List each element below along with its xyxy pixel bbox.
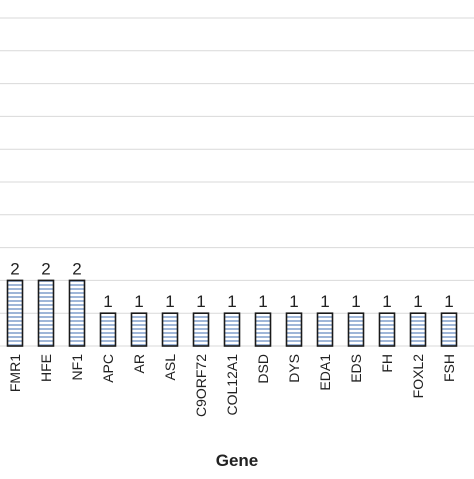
bar-dsd bbox=[254, 312, 272, 347]
tick-label-dys: DYS bbox=[286, 354, 302, 383]
bar-fh bbox=[378, 312, 396, 347]
data-label-ar: 1 bbox=[134, 292, 143, 311]
data-label-nf1: 2 bbox=[72, 259, 81, 278]
bar-fsh bbox=[440, 312, 458, 347]
tick-label-eds: EDS bbox=[348, 354, 364, 383]
tick-label-c9orf72: C9ORF72 bbox=[193, 354, 209, 417]
bar-fmr1 bbox=[6, 279, 24, 347]
data-label-fmr1: 2 bbox=[10, 259, 19, 278]
data-label-eda1: 1 bbox=[320, 292, 329, 311]
bar-ar bbox=[130, 312, 148, 347]
data-label-foxl2: 1 bbox=[413, 292, 422, 311]
tick-label-apc: APC bbox=[100, 354, 116, 383]
data-label-col12a1: 1 bbox=[227, 292, 236, 311]
bar-eda1 bbox=[316, 312, 334, 347]
tick-label-foxl2: FOXL2 bbox=[410, 354, 426, 399]
bar-dys bbox=[285, 312, 303, 347]
data-label-asl: 1 bbox=[165, 292, 174, 311]
tick-label-asl: ASL bbox=[162, 354, 178, 381]
tick-label-col12a1: COL12A1 bbox=[224, 354, 240, 416]
data-label-fsh: 1 bbox=[444, 292, 453, 311]
tick-label-fmr1: FMR1 bbox=[7, 354, 23, 392]
data-label-apc: 1 bbox=[103, 292, 112, 311]
bar-asl bbox=[161, 312, 179, 347]
bar-nf1 bbox=[68, 279, 86, 347]
tick-label-fsh: FSH bbox=[441, 354, 457, 382]
data-label-hfe: 2 bbox=[41, 259, 50, 278]
data-label-eds: 1 bbox=[351, 292, 360, 311]
tick-label-hfe: HFE bbox=[38, 354, 54, 382]
tick-label-eda1: EDA1 bbox=[317, 354, 333, 391]
x-tick-labels: FMR1 HFE NF1 APC AR ASL C9ORF72 COL12A1 DSD DYS ED… bbox=[7, 354, 457, 417]
bar-col12a1 bbox=[223, 312, 241, 347]
tick-label-nf1: NF1 bbox=[69, 354, 85, 381]
data-label-dys: 1 bbox=[289, 292, 298, 311]
data-label-c9orf72: 1 bbox=[196, 292, 205, 311]
tick-label-ar: AR bbox=[131, 354, 147, 373]
data-labels: 2 2 2 1 1 1 1 1 1 1 1 1 1 1 1 bbox=[10, 259, 453, 311]
tick-label-fh: FH bbox=[379, 354, 395, 373]
bar-eds bbox=[347, 312, 365, 347]
x-axis-title: Gene bbox=[216, 451, 259, 470]
data-label-fh: 1 bbox=[382, 292, 391, 311]
tick-label-dsd: DSD bbox=[255, 354, 271, 384]
bar-foxl2 bbox=[409, 312, 427, 347]
bar-apc bbox=[99, 312, 117, 347]
bars bbox=[6, 279, 458, 347]
bar-c9orf72 bbox=[192, 312, 210, 347]
data-label-dsd: 1 bbox=[258, 292, 267, 311]
bar-hfe bbox=[37, 279, 55, 347]
